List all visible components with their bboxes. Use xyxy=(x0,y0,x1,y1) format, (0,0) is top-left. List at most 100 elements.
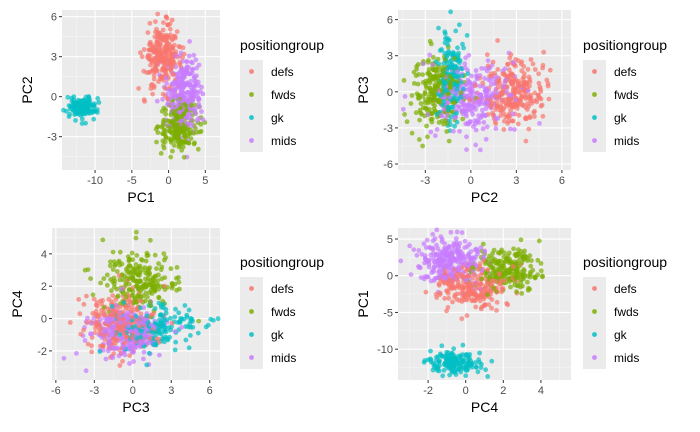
point-gk xyxy=(444,349,450,355)
point-mids xyxy=(197,89,203,94)
point-fwds xyxy=(130,257,136,263)
point-fwds xyxy=(401,78,407,83)
point-fwds xyxy=(516,247,521,253)
point-mids xyxy=(199,109,204,114)
point-gk xyxy=(460,86,466,92)
y-tick-label: 0 xyxy=(41,314,47,326)
point-fwds xyxy=(426,57,431,63)
point-fwds xyxy=(426,67,432,72)
point-mids xyxy=(473,142,479,148)
point-fwds xyxy=(117,249,123,255)
x-tick-label: 0 xyxy=(165,175,171,187)
point-fwds xyxy=(107,263,113,269)
point-mids xyxy=(512,127,517,132)
y-tick-label: 4 xyxy=(41,249,47,261)
point-gk xyxy=(428,348,433,354)
point-defs xyxy=(540,113,546,119)
point-gk xyxy=(173,306,178,312)
point-mids xyxy=(451,128,456,134)
point-fwds xyxy=(431,54,436,60)
point-gk xyxy=(473,360,479,365)
point-mids xyxy=(438,264,444,270)
point-mids xyxy=(510,60,516,65)
y-tick-label: 0 xyxy=(387,271,393,283)
point-defs xyxy=(464,313,470,318)
point-defs xyxy=(446,295,452,301)
legend-item-defs: defs xyxy=(583,277,637,300)
point-defs xyxy=(160,32,166,38)
point-fwds xyxy=(518,237,524,243)
point-defs xyxy=(154,26,159,32)
point-fwds xyxy=(163,111,169,117)
point-fwds xyxy=(125,254,131,259)
point-defs xyxy=(156,79,161,85)
point-gk xyxy=(190,318,195,324)
point-fwds xyxy=(158,267,164,273)
point-defs xyxy=(437,290,443,296)
point-mids xyxy=(181,70,186,75)
point-mids xyxy=(467,241,472,247)
legend-label-fwds: fwds xyxy=(271,88,296,102)
point-mids xyxy=(463,256,468,262)
point-mids xyxy=(133,345,139,350)
point-mids xyxy=(475,102,481,108)
point-defs xyxy=(532,67,538,72)
point-gk xyxy=(448,355,454,361)
point-fwds xyxy=(520,254,526,260)
point-defs xyxy=(471,272,477,278)
point-fwds xyxy=(420,93,426,99)
point-defs xyxy=(170,46,176,51)
point-gk xyxy=(448,114,454,120)
point-gk xyxy=(65,94,71,100)
point-defs xyxy=(498,108,504,114)
point-defs xyxy=(527,94,533,100)
point-defs xyxy=(472,83,478,88)
point-mids xyxy=(483,136,489,142)
point-fwds xyxy=(511,246,516,252)
point-gk xyxy=(109,303,115,309)
point-gk xyxy=(173,339,179,345)
point-gk xyxy=(176,310,182,316)
y-tick-label: 3 xyxy=(51,52,57,64)
point-fwds xyxy=(527,253,533,259)
point-defs xyxy=(127,353,133,358)
point-defs xyxy=(151,56,157,61)
y-tick-label: 6 xyxy=(51,12,57,24)
point-defs xyxy=(492,70,497,76)
point-mids xyxy=(430,231,436,237)
point-defs xyxy=(153,61,159,66)
point-gk xyxy=(444,54,450,60)
point-defs xyxy=(526,103,532,109)
point-fwds xyxy=(138,257,144,262)
point-mids xyxy=(508,126,513,132)
point-defs xyxy=(147,47,152,53)
point-fwds xyxy=(528,271,533,277)
point-fwds xyxy=(146,282,152,288)
point-mids xyxy=(479,66,484,71)
point-gk xyxy=(96,100,102,105)
point-fwds xyxy=(114,269,120,274)
point-defs xyxy=(124,335,129,340)
point-gk xyxy=(183,337,189,343)
point-mids xyxy=(432,265,437,270)
point-fwds xyxy=(112,263,118,268)
point-mids xyxy=(196,62,202,68)
point-defs xyxy=(94,300,100,305)
point-gk xyxy=(156,322,162,327)
point-defs xyxy=(480,80,486,86)
point-fwds xyxy=(183,126,189,131)
point-mids xyxy=(445,99,451,105)
point-fwds xyxy=(507,256,513,262)
x-tick-label: 0 xyxy=(130,385,136,397)
point-mids xyxy=(163,75,169,81)
point-mids xyxy=(439,268,445,274)
point-mids xyxy=(453,236,459,242)
point-mids xyxy=(74,351,79,356)
point-mids xyxy=(425,112,431,118)
point-fwds xyxy=(156,294,162,300)
point-gk xyxy=(172,314,178,320)
point-fwds xyxy=(418,110,423,116)
point-mids xyxy=(456,104,462,110)
legend-title: positiongroup xyxy=(583,254,667,270)
point-fwds xyxy=(138,278,144,284)
